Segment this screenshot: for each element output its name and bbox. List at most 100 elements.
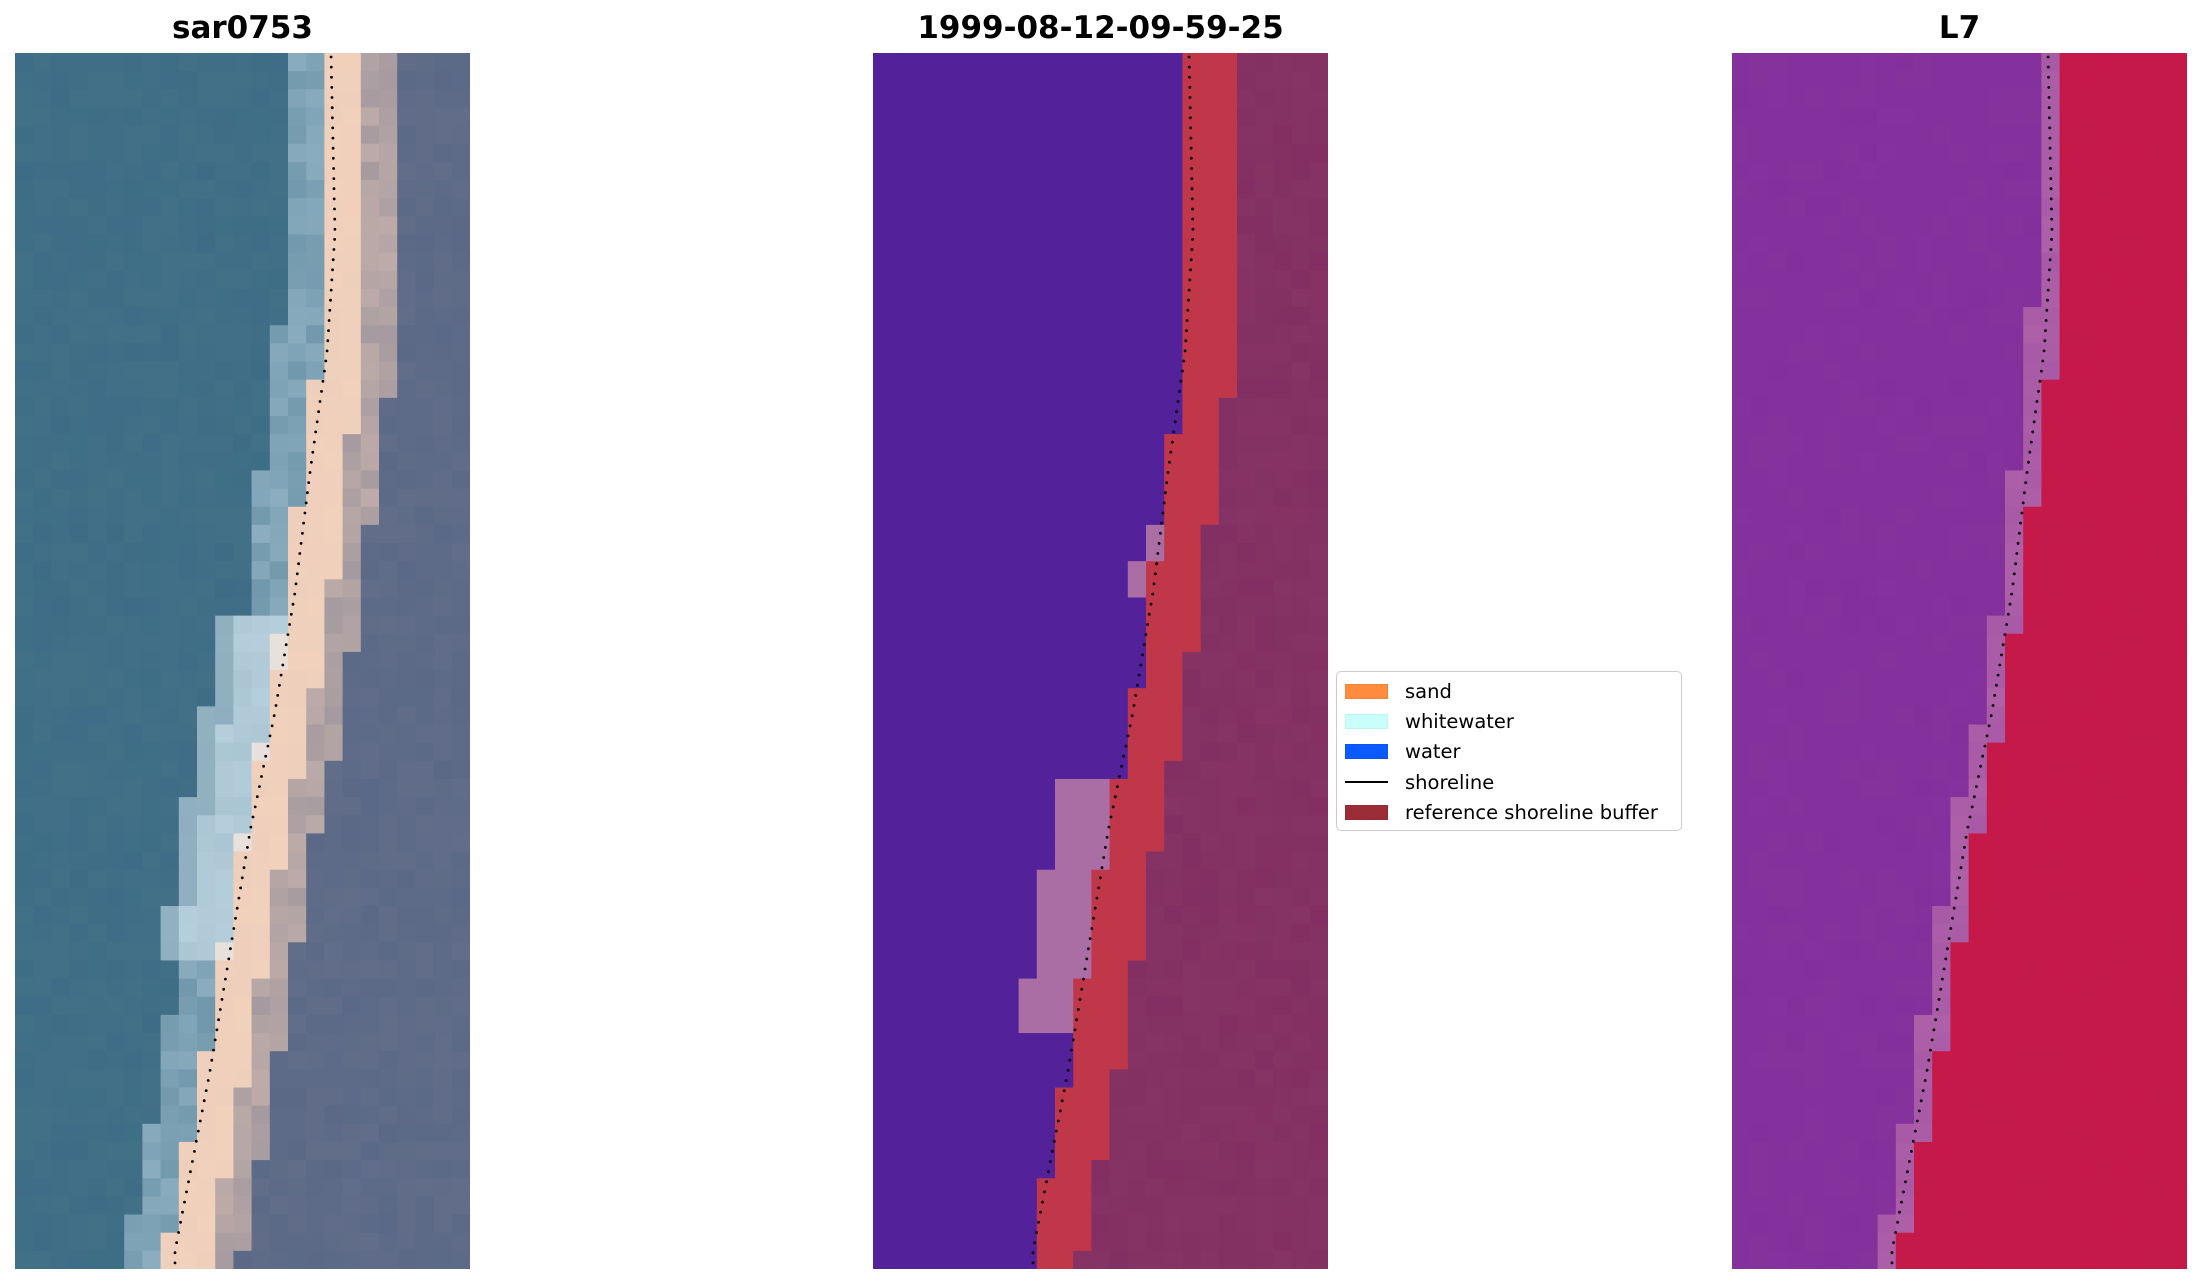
classified-pixel — [1091, 288, 1111, 308]
classified-pixel — [873, 143, 892, 163]
rgb-pixel — [397, 1160, 416, 1179]
classified-pixel — [1164, 797, 1183, 816]
index-pixel — [1914, 161, 1933, 181]
classified-pixel — [909, 1105, 929, 1125]
rgb-pixel — [160, 234, 180, 254]
classified-pixel — [1073, 252, 1092, 272]
classified-pixel — [1127, 724, 1147, 744]
rgb-pixel — [160, 1123, 180, 1143]
rgb-pixel — [324, 89, 344, 109]
index-pixel — [2168, 307, 2187, 326]
classified-pixel — [1127, 470, 1147, 490]
rgb-pixel — [178, 1141, 198, 1161]
classified-pixel — [1164, 1178, 1183, 1197]
classified-pixel — [1273, 724, 1293, 744]
rgb-pixel — [33, 53, 52, 72]
index-pixel — [1968, 470, 1988, 490]
index-pixel — [2132, 216, 2152, 236]
classified-pixel — [1127, 851, 1147, 871]
index-pixel — [2114, 633, 2133, 653]
index-pixel — [1750, 887, 1769, 907]
index-pixel — [2114, 724, 2133, 744]
classified-pixel — [1218, 488, 1238, 508]
index-pixel — [1877, 615, 1897, 635]
index-pixel — [1750, 815, 1769, 835]
classified-pixel — [945, 307, 965, 326]
rgb-pixel — [160, 1250, 180, 1269]
rgb-pixel — [69, 198, 89, 217]
classified-pixel — [1164, 53, 1183, 72]
index-pixel — [2059, 234, 2079, 254]
classified-pixel — [927, 887, 947, 907]
classified-pixel — [1127, 906, 1147, 925]
rgb-pixel — [215, 161, 234, 181]
index-pixel — [1968, 924, 1988, 943]
index-pixel — [2096, 688, 2115, 707]
rgb-pixel — [106, 597, 125, 617]
classified-pixel — [1109, 797, 1129, 816]
index-pixel — [2023, 397, 2042, 417]
rgb-pixel — [51, 615, 71, 635]
index-pixel — [1986, 252, 2006, 272]
index-pixel — [1950, 906, 1970, 925]
rgb-pixel — [360, 869, 380, 889]
index-pixel — [2077, 906, 2097, 925]
classified-pixel — [1018, 815, 1038, 835]
rgb-pixel — [142, 942, 162, 962]
classified-pixel — [1109, 71, 1129, 90]
index-pixel — [1823, 851, 1842, 871]
index-pixel — [1768, 561, 1788, 580]
classified-pixel — [1273, 742, 1293, 762]
index-pixel — [2150, 288, 2170, 308]
classified-pixel — [927, 1087, 947, 1107]
classified-pixel — [1091, 706, 1111, 726]
index-pixel — [2096, 906, 2115, 925]
rgb-pixel — [415, 234, 435, 254]
rgb-pixel — [379, 851, 398, 871]
classified-pixel — [1291, 597, 1311, 617]
classified-pixel — [982, 996, 1001, 1016]
classified-pixel — [1291, 488, 1311, 508]
rgb-pixel — [433, 960, 453, 980]
classified-pixel — [873, 797, 892, 816]
index-pixel — [2059, 869, 2079, 889]
shoreline-point — [1093, 906, 1097, 910]
index-pixel — [1968, 198, 1988, 217]
index-pixel — [1914, 996, 1933, 1016]
index-pixel — [2041, 434, 2061, 453]
index-pixel — [1732, 688, 1751, 707]
index-pixel — [2059, 797, 2079, 816]
classified-pixel — [982, 724, 1001, 744]
classified-pixel — [964, 252, 983, 272]
rgb-pixel — [360, 1160, 380, 1179]
shoreline-point — [202, 1099, 206, 1103]
rgb-pixel — [197, 161, 216, 181]
rgb-pixel — [306, 452, 325, 472]
classified-pixel — [1000, 53, 1020, 72]
rgb-pixel — [197, 325, 216, 344]
rgb-pixel — [379, 597, 398, 617]
classified-pixel — [1091, 1214, 1111, 1234]
index-pixel — [2168, 252, 2187, 272]
rgb-pixel — [342, 561, 362, 580]
index-pixel — [1786, 452, 1806, 472]
classified-pixel — [964, 198, 983, 217]
shoreline-point — [1054, 1129, 1058, 1133]
rgb-pixel — [342, 1014, 362, 1034]
classified-pixel — [1218, 706, 1238, 726]
index-pixel — [1841, 397, 1860, 417]
rgb-pixel — [142, 1196, 162, 1216]
rgb-pixel — [306, 633, 325, 653]
classified-pixel — [891, 1069, 910, 1089]
rgb-pixel — [160, 434, 180, 453]
rgb-pixel — [415, 1069, 435, 1089]
classified-pixel — [909, 742, 929, 762]
index-pixel — [1895, 543, 1915, 562]
classified-pixel — [1237, 161, 1256, 181]
classified-pixel — [1164, 615, 1183, 635]
classified-pixel — [1055, 270, 1074, 290]
classified-pixel — [1127, 1014, 1147, 1034]
rgb-pixel — [197, 742, 216, 762]
classified-pixel — [1200, 1033, 1220, 1052]
index-pixel — [1823, 107, 1842, 127]
